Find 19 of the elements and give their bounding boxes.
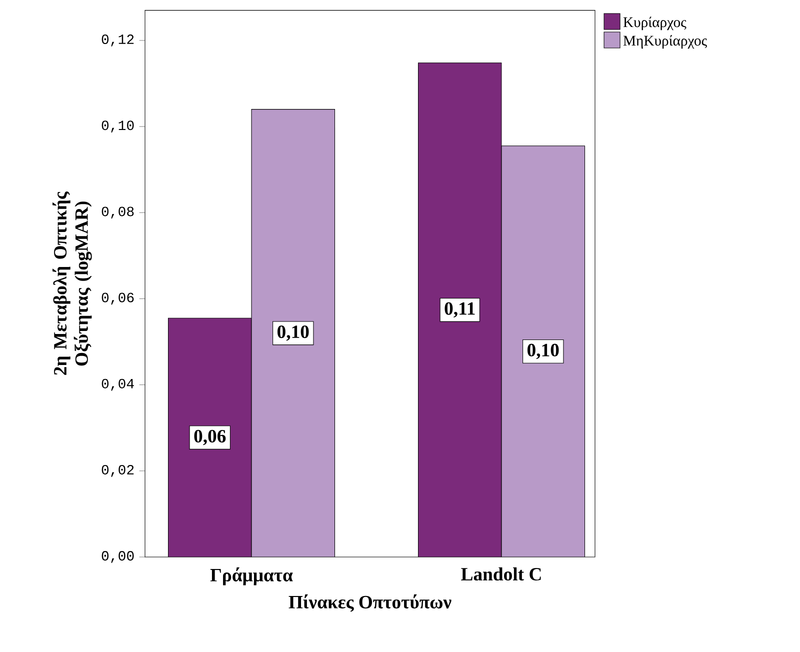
y-tick-label: 0,10 <box>102 120 134 132</box>
bar <box>251 109 336 557</box>
data-label: 0,10 <box>528 344 559 360</box>
y-tick-label: 0,04 <box>102 378 134 391</box>
data-label: 0,06 <box>194 430 226 446</box>
y-tick-label: 0,12 <box>102 34 134 46</box>
y-tick-label: 0,08 <box>102 206 134 219</box>
y-axis-title: 2η Μεταβολή Οπτικής Οξύτητας (logMAR) <box>52 192 92 375</box>
y-tick-label: 0,00 <box>102 551 134 563</box>
x-axis-title: Πίνακες Οπτοτύπων <box>288 594 452 612</box>
x-tick-label: Landolt C <box>461 567 541 581</box>
data-label: 0,11 <box>444 302 475 318</box>
y-tick-label: 0,06 <box>102 292 134 305</box>
y-tick-label: 0,02 <box>102 464 134 477</box>
legend-label: ΜηΚυρίαρχος <box>623 35 707 49</box>
data-label: 0,10 <box>278 325 309 341</box>
bar <box>501 146 586 557</box>
legend-label: Κυρίαρχος <box>623 16 686 30</box>
x-tick-label: Γράμματα <box>210 567 293 586</box>
